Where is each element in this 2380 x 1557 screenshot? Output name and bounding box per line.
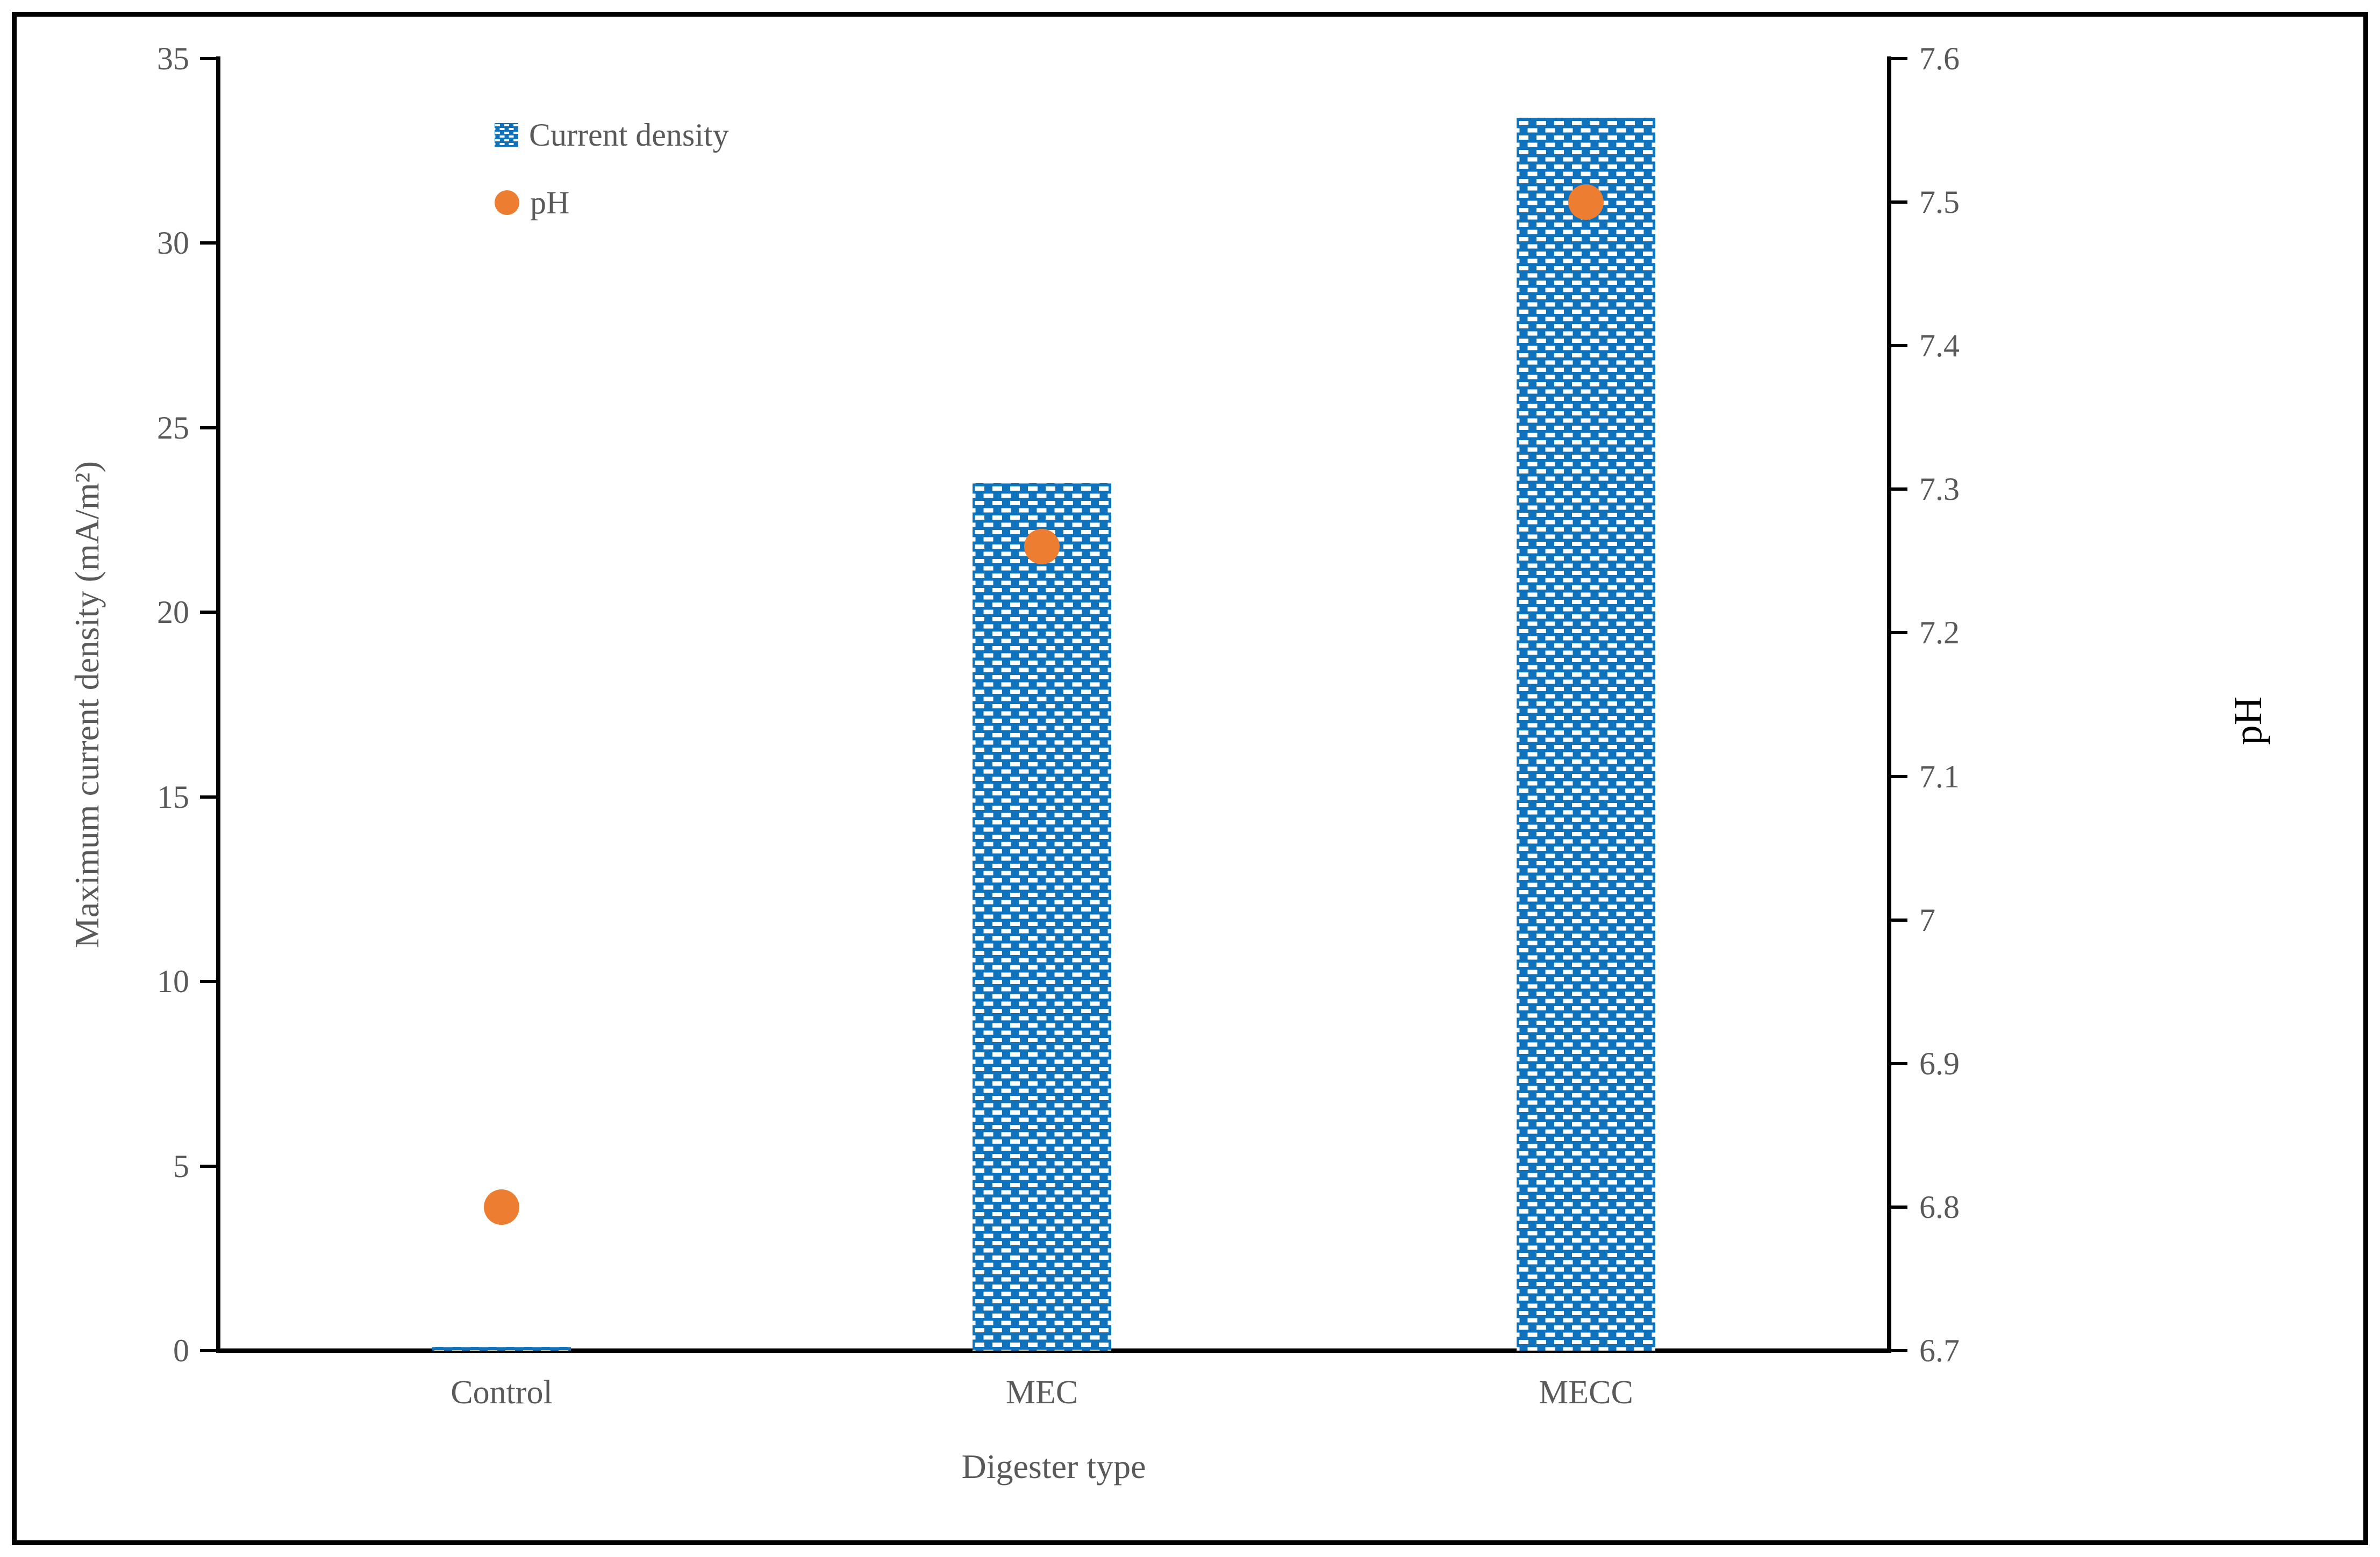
figure-border xyxy=(12,12,2368,1545)
y-axis-tick xyxy=(200,241,216,245)
legend-label-current-density: Current density xyxy=(529,117,729,153)
y-axis-tick xyxy=(200,611,216,614)
y-axis-tick-label: 20 xyxy=(157,594,189,630)
y2-axis-tick xyxy=(1891,200,1907,204)
y-axis-tick-label: 15 xyxy=(157,779,189,815)
y2-axis-tick-label: 6.9 xyxy=(1919,1045,1960,1081)
y-axis-tick xyxy=(200,980,216,984)
x-axis-line xyxy=(216,1348,1891,1353)
ph-point-mec xyxy=(1024,529,1060,565)
ph-point-mecc xyxy=(1568,184,1604,220)
y-axis-tick xyxy=(200,426,216,429)
x-category-label-mecc: MECC xyxy=(1539,1374,1633,1411)
y2-axis-tick xyxy=(1891,487,1907,491)
y2-axis-tick-label: 7.1 xyxy=(1919,758,1960,794)
y2-axis-tick xyxy=(1891,57,1907,60)
y2-axis-tick xyxy=(1891,344,1907,348)
right-axis-line xyxy=(1887,56,1891,1353)
y2-axis-tick-label: 7.3 xyxy=(1919,471,1960,507)
legend-entry-ph: pH xyxy=(495,182,729,224)
y-axis-tick xyxy=(200,1349,216,1352)
x-category-label-mec: MEC xyxy=(1005,1374,1078,1411)
ph-point-control xyxy=(484,1189,519,1225)
bar-mec xyxy=(973,483,1111,1351)
y2-axis-tick-label: 7 xyxy=(1919,902,1935,938)
y-axis-tick-label: 5 xyxy=(173,1148,189,1184)
right-axis-title: pH xyxy=(2226,696,2270,745)
y-axis-tick-label: 30 xyxy=(157,225,189,261)
left-axis-line xyxy=(216,56,220,1353)
y2-axis-tick-label: 6.8 xyxy=(1919,1189,1960,1225)
y2-axis-tick-label: 7.6 xyxy=(1919,41,1960,76)
legend: Current density pH xyxy=(495,114,729,224)
y2-axis-tick-label: 7.4 xyxy=(1919,328,1960,364)
y2-axis-tick-label: 6.7 xyxy=(1919,1333,1960,1368)
current-density-pattern-swatch-icon xyxy=(495,123,518,147)
y-axis-tick-label: 25 xyxy=(157,410,189,446)
y-axis-tick-label: 35 xyxy=(157,41,189,76)
bar-mecc xyxy=(1517,117,1655,1351)
left-axis-title: Maximum current density (mA/m²) xyxy=(68,461,106,949)
legend-entry-current-density: Current density xyxy=(495,114,729,156)
x-axis-title: Digester type xyxy=(961,1447,1146,1486)
y2-axis-tick xyxy=(1891,1061,1907,1065)
y2-axis-tick xyxy=(1891,774,1907,778)
x-category-label-control: Control xyxy=(451,1374,553,1411)
legend-label-ph: pH xyxy=(530,184,570,220)
y-axis-tick-label: 10 xyxy=(157,964,189,1000)
bar-control xyxy=(432,1347,571,1351)
y-axis-tick xyxy=(200,1164,216,1168)
y2-axis-tick xyxy=(1891,918,1907,922)
y2-axis-tick xyxy=(1891,631,1907,635)
y2-axis-tick-label: 7.5 xyxy=(1919,184,1960,220)
y-axis-tick xyxy=(200,57,216,60)
ph-dot-icon xyxy=(495,190,519,215)
y-axis-tick-label: 0 xyxy=(173,1333,189,1368)
y-axis-tick xyxy=(200,795,216,799)
y2-axis-tick xyxy=(1891,1205,1907,1209)
y2-axis-tick-label: 7.2 xyxy=(1919,615,1960,651)
y2-axis-tick xyxy=(1891,1349,1907,1352)
